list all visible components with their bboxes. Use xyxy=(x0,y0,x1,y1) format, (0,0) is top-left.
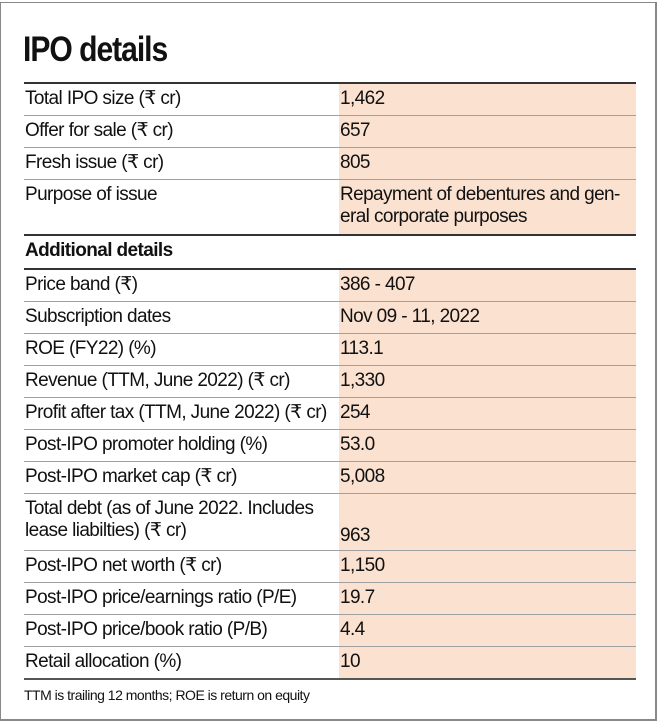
row-value: 963 xyxy=(339,493,636,551)
table-row: Purpose of issue Repayment of debentures… xyxy=(24,179,636,236)
section-heading-row: Additional details xyxy=(24,235,636,270)
table-row: ROE (FY22) (%) 113.1 xyxy=(24,333,636,366)
row-value: 1,150 xyxy=(339,550,636,583)
row-label: Post-IPO price/earnings ratio (P/E) xyxy=(24,582,339,615)
row-label: Post-IPO price/book ratio (P/B) xyxy=(24,614,339,647)
row-label: Total debt (as of June 2022. Includes le… xyxy=(24,493,339,551)
row-value: 19.7 xyxy=(339,582,636,615)
table-row: Post-IPO promoter holding (%) 53.0 xyxy=(24,429,636,462)
page-title: IPO details xyxy=(23,30,168,69)
table-row: Post-IPO net worth (₹ cr) 1,150 xyxy=(24,550,636,583)
row-value: 53.0 xyxy=(339,429,636,462)
row-value: 113.1 xyxy=(339,333,636,366)
table-row: Post-IPO price/book ratio (P/B) 4.4 xyxy=(24,614,636,647)
row-label: Offer for sale (₹ cr) xyxy=(24,115,339,148)
table-row: Revenue (TTM, June 2022) (₹ cr) 1,330 xyxy=(24,365,636,398)
row-value: 254 xyxy=(339,397,636,430)
row-label: Post-IPO market cap (₹ cr) xyxy=(24,461,339,494)
row-label: Revenue (TTM, June 2022) (₹ cr) xyxy=(24,365,339,398)
footnote: TTM is trailing 12 months; ROE is return… xyxy=(24,687,310,703)
row-label: Retail allocation (%) xyxy=(24,646,339,680)
row-value: 1,330 xyxy=(339,365,636,398)
row-value: 1,462 xyxy=(339,82,636,116)
table-row: Post-IPO price/earnings ratio (P/E) 19.7 xyxy=(24,582,636,615)
row-label: Post-IPO net worth (₹ cr) xyxy=(24,550,339,583)
row-value: 5,008 xyxy=(339,461,636,494)
table-row: Subscription dates Nov 09 - 11, 2022 xyxy=(24,301,636,334)
row-label: ROE (FY22) (%) xyxy=(24,333,339,366)
table-row: Total debt (as of June 2022. Includes le… xyxy=(24,493,636,551)
table-row: Total IPO size (₹ cr) 1,462 xyxy=(24,82,636,116)
table-row: Profit after tax (TTM, June 2022) (₹ cr)… xyxy=(24,397,636,430)
row-value: 10 xyxy=(339,646,636,680)
row-value: 386 - 407 xyxy=(339,269,636,302)
section-heading: Additional details xyxy=(24,235,636,270)
row-label: Post-IPO promoter holding (%) xyxy=(24,429,339,462)
row-label: Total IPO size (₹ cr) xyxy=(24,82,339,116)
ipo-details-table: Total IPO size (₹ cr) 1,462 Offer for sa… xyxy=(24,82,636,680)
table-row: Offer for sale (₹ cr) 657 xyxy=(24,115,636,148)
row-label: Subscription dates xyxy=(24,301,339,334)
table-row: Fresh issue (₹ cr) 805 xyxy=(24,147,636,180)
row-label: Fresh issue (₹ cr) xyxy=(24,147,339,180)
row-label: Purpose of issue xyxy=(24,179,339,236)
table-row: Post-IPO market cap (₹ cr) 5,008 xyxy=(24,461,636,494)
row-value: 805 xyxy=(339,147,636,180)
row-value: Repayment of debentures and gen-eral cor… xyxy=(339,179,636,236)
row-value: Nov 09 - 11, 2022 xyxy=(339,301,636,334)
row-label: Price band (₹) xyxy=(24,269,339,302)
table-row: Retail allocation (%) 10 xyxy=(24,646,636,680)
table-row: Price band (₹) 386 - 407 xyxy=(24,269,636,302)
row-value: 4.4 xyxy=(339,614,636,647)
row-label: Profit after tax (TTM, June 2022) (₹ cr) xyxy=(24,397,339,430)
row-value: 657 xyxy=(339,115,636,148)
